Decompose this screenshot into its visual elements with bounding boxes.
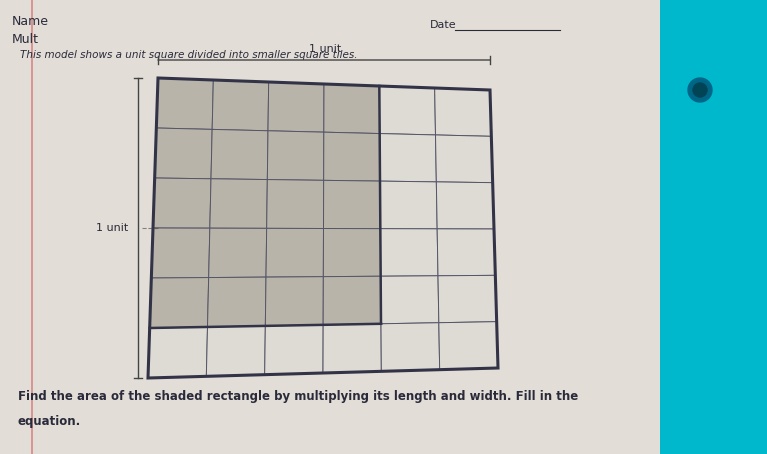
Polygon shape <box>323 276 381 325</box>
Polygon shape <box>381 323 439 371</box>
Polygon shape <box>208 277 266 327</box>
Text: Mult: Mult <box>12 33 39 46</box>
Polygon shape <box>266 228 324 277</box>
Polygon shape <box>153 178 211 228</box>
Circle shape <box>693 83 707 97</box>
Polygon shape <box>148 327 208 378</box>
Polygon shape <box>268 82 324 132</box>
Polygon shape <box>211 129 268 179</box>
Polygon shape <box>150 277 209 328</box>
Polygon shape <box>324 132 380 181</box>
Polygon shape <box>660 0 767 454</box>
Text: Date: Date <box>430 20 456 30</box>
Polygon shape <box>268 131 324 180</box>
Text: This model shows a unit square divided into smaller square tiles.: This model shows a unit square divided i… <box>20 50 357 60</box>
Polygon shape <box>324 180 380 229</box>
Polygon shape <box>265 325 323 375</box>
Polygon shape <box>436 182 494 229</box>
Polygon shape <box>439 322 498 370</box>
Polygon shape <box>437 229 495 276</box>
Polygon shape <box>210 179 268 228</box>
Polygon shape <box>156 78 213 129</box>
Text: Name: Name <box>12 15 49 28</box>
Polygon shape <box>151 228 210 278</box>
Polygon shape <box>380 229 438 276</box>
Polygon shape <box>324 228 380 276</box>
Polygon shape <box>209 228 267 277</box>
Text: Find the area of the shaded rectangle by multiplying its length and width. Fill : Find the area of the shaded rectangle by… <box>18 390 578 403</box>
Polygon shape <box>323 324 381 373</box>
Polygon shape <box>206 326 265 376</box>
Polygon shape <box>436 135 492 183</box>
Text: 1 unit: 1 unit <box>96 223 128 233</box>
Polygon shape <box>380 86 436 135</box>
Polygon shape <box>380 181 437 229</box>
Polygon shape <box>0 0 700 454</box>
Polygon shape <box>380 133 436 182</box>
Polygon shape <box>438 275 497 323</box>
Text: equation.: equation. <box>18 415 81 428</box>
Polygon shape <box>155 128 212 179</box>
Polygon shape <box>212 80 268 131</box>
Circle shape <box>688 78 712 102</box>
Polygon shape <box>267 179 324 228</box>
Text: 1 unit: 1 unit <box>309 44 341 54</box>
Polygon shape <box>324 84 380 133</box>
Polygon shape <box>435 88 492 136</box>
Polygon shape <box>265 276 324 326</box>
Polygon shape <box>380 276 439 324</box>
